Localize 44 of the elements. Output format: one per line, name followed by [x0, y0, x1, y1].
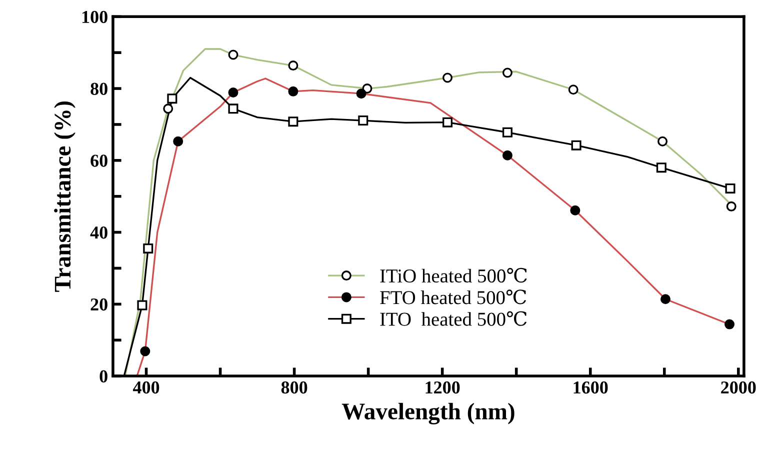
point [570, 205, 580, 216]
point [356, 88, 366, 99]
point [656, 162, 666, 173]
x-tick-label: 400 [132, 381, 160, 394]
y-axis-title: Transmittance (%) [54, 102, 76, 292]
x-axis-title: Wavelength (nm) [342, 402, 514, 424]
y-tick-label: 20 [90, 298, 108, 311]
point [137, 300, 148, 310]
x-tick-label: 1600 [574, 381, 608, 394]
point [660, 294, 670, 304]
point [568, 84, 578, 95]
point [658, 136, 668, 146]
y-tick-label: 80 [90, 82, 108, 95]
point [726, 201, 736, 212]
x-tick-label: 800 [281, 381, 308, 394]
point [288, 86, 298, 96]
y-tick-label: 60 [90, 154, 108, 167]
y-tick-label: 0 [100, 370, 108, 382]
point [228, 104, 238, 114]
point [442, 72, 453, 83]
legend-label: ITO heated 500℃ [380, 311, 527, 326]
point [140, 346, 150, 356]
point [724, 319, 735, 330]
x-tick-label: 1200 [426, 381, 460, 394]
point [725, 183, 736, 194]
point [228, 50, 238, 60]
x-tick-label: 2000 [721, 381, 756, 394]
point [502, 68, 512, 78]
point [288, 116, 298, 127]
legend-label: FTO heated 500℃ [380, 290, 526, 304]
point [228, 87, 238, 98]
point [143, 243, 154, 254]
point [502, 127, 512, 138]
point [442, 117, 453, 128]
point [502, 150, 512, 160]
point [288, 60, 298, 71]
point [358, 116, 368, 126]
point [571, 140, 582, 150]
point [163, 104, 174, 114]
y-tick-label: 40 [90, 226, 108, 239]
point [167, 94, 178, 104]
legend-label: ITiO heated 500℃ [380, 268, 527, 283]
point [173, 136, 184, 146]
y-tick-label: 100 [82, 10, 108, 24]
